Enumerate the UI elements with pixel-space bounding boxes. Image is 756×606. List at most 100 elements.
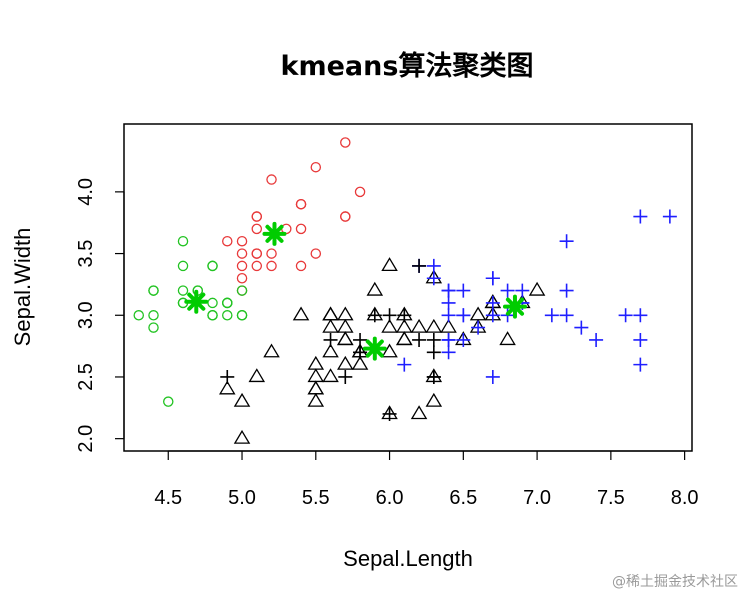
data-point [633,332,648,347]
data-point [148,322,159,333]
data-point [426,332,441,347]
data-point [295,223,307,235]
cluster-center [262,221,287,246]
data-point [528,281,546,296]
data-point [207,260,218,272]
data-point [485,271,500,286]
data-point [222,310,233,321]
data-point [220,369,235,384]
data-point [485,295,500,310]
data-point [340,137,351,148]
data-point [397,357,412,372]
x-tick-label: 5.0 [228,487,256,509]
y-tick-label: 4.0 [75,178,97,206]
data-point [322,306,339,321]
data-point [263,343,280,358]
data-point [148,310,159,321]
data-point [425,392,443,407]
x-tick-label: 6.5 [449,487,477,509]
data-point [469,306,487,321]
data-point [251,248,263,259]
data-point [633,209,648,224]
cluster-center [184,289,209,314]
data-point [662,209,677,224]
data-point [219,380,236,395]
data-point [426,345,441,360]
data-point [353,332,368,347]
data-point [177,285,189,296]
data-point [337,306,354,321]
data-point [148,285,159,296]
data-point [440,318,457,333]
data-point [295,198,307,210]
data-point [544,308,559,323]
data-point [441,283,456,298]
data-point [618,308,633,323]
cluster-center [362,336,387,361]
data-point [236,260,248,272]
data-point [397,308,412,323]
data-point [310,248,322,259]
x-axis-label: Sepal.Length [343,546,473,571]
data-point [485,369,500,384]
watermark-text: @稀土掘金技术社区 [612,574,738,590]
data-point [307,380,325,395]
data-point [322,306,339,321]
y-tick-label: 2.0 [75,425,97,453]
data-point [351,355,369,370]
data-point [233,429,251,444]
data-point [456,308,471,323]
data-point [382,406,397,421]
data-point [338,369,353,384]
data-point [310,161,322,173]
x-axis: 4.5 5.0 5.5 6.0 6.5 7.0 7.5 8.0 [154,450,699,509]
x-tick-label: 5.5 [302,487,330,509]
data-point [337,331,354,346]
y-tick-label: 2.5 [75,363,97,391]
data-point [381,257,398,272]
data-point [177,260,189,272]
data-point [441,308,456,323]
data-point [307,355,325,370]
data-point [163,396,174,407]
data-point [322,368,339,383]
data-point [441,295,456,310]
data-point [236,285,248,296]
data-point [515,283,530,298]
data-point [337,331,354,346]
data-point [323,332,338,347]
data-point [426,271,441,286]
data-point [381,343,398,358]
chart-title: kmeans算法聚类图 [281,50,534,82]
data-point [410,318,428,333]
data-point [307,368,325,383]
data-points [133,137,677,444]
y-axis: 2.0 2.5 3.0 3.5 4.0 [75,178,125,453]
data-point [251,223,263,235]
x-tick-label: 6.0 [376,487,404,509]
data-point [222,297,233,309]
data-point [425,318,443,333]
x-tick-label: 7.5 [597,487,625,509]
y-tick-label: 3.5 [75,240,97,268]
data-point [633,357,648,372]
plot-frame [123,123,693,452]
data-point [236,272,248,284]
data-point [441,332,456,347]
data-point [322,343,339,358]
data-point [133,310,145,321]
data-point [236,248,248,259]
data-point [574,320,589,335]
data-point [177,235,189,247]
data-point [292,306,310,321]
data-point [337,318,354,333]
data-point [322,318,339,333]
data-point [559,283,574,298]
cluster-center [502,294,527,319]
data-point [589,332,604,347]
data-point [307,392,325,407]
data-point [236,310,248,321]
data-point [456,332,471,347]
data-point [396,331,413,346]
